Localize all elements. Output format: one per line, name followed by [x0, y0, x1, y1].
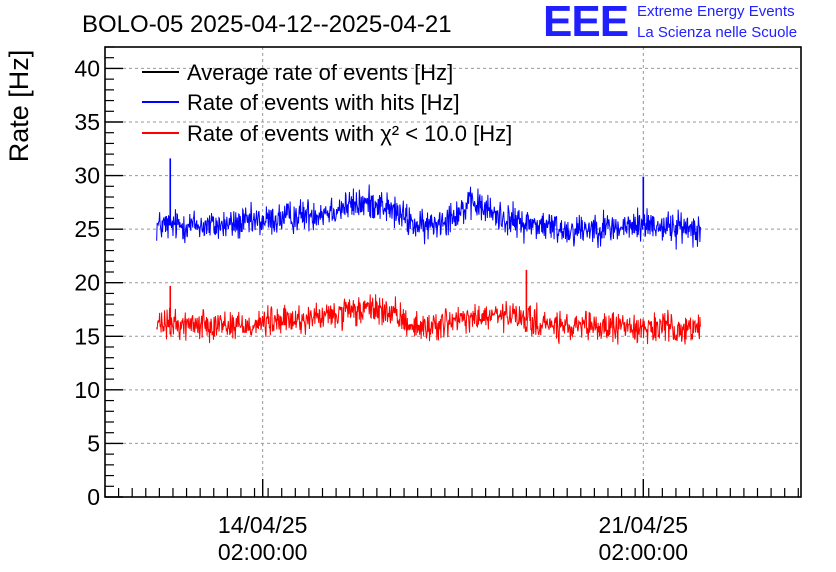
x-tick-date-label: 21/04/25: [599, 512, 689, 538]
logo-title-line: Extreme Energy Events: [637, 3, 795, 20]
y-tick-label: 0: [87, 484, 100, 510]
eee-logo: EEE Extreme Energy Events La Scienza nel…: [543, 0, 833, 48]
legend-label-hits: Rate of events with hits [Hz]: [187, 90, 460, 115]
grid-lines: [105, 47, 801, 497]
eee-logo-mark: EEE: [543, 0, 629, 46]
legend: Average rate of events [Hz] Rate of even…: [142, 60, 512, 146]
x-tick-time-label: 02:00:00: [599, 539, 689, 565]
y-axis: 0 5 10 15 20 25 30 35 40: [74, 46, 123, 510]
y-tick-label: 5: [87, 430, 100, 456]
y-tick-label: 35: [74, 109, 100, 135]
series-line-chi2: [156, 294, 701, 345]
x-tick-time-label: 02:00:00: [218, 539, 308, 565]
y-tick-label: 40: [74, 55, 100, 81]
logo-subtitle-line: La Scienza nelle Scuole: [637, 24, 798, 41]
series-line-hits: [156, 184, 701, 250]
series-layer: [156, 158, 701, 345]
y-tick-label: 15: [74, 323, 100, 349]
x-tick-date-label: 14/04/25: [218, 512, 308, 538]
y-tick-label: 25: [74, 216, 100, 242]
y-tick-label: 10: [74, 377, 100, 403]
legend-label-chi2: Rate of events with χ² < 10.0 [Hz]: [187, 121, 512, 146]
y-tick-label: 20: [74, 270, 100, 296]
y-tick-label: 30: [74, 163, 100, 189]
y-axis-label: Rate [Hz]: [4, 50, 34, 163]
legend-label-average: Average rate of events [Hz]: [187, 60, 453, 85]
chart-title: BOLO-05 2025-04-12--2025-04-21: [82, 11, 452, 38]
